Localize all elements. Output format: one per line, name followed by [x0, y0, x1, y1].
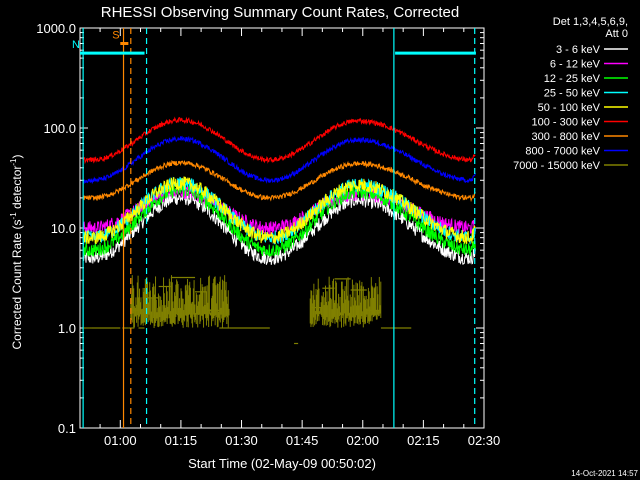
- legend-header: Att 0: [605, 28, 628, 40]
- y-axis-label-sup2: -1: [9, 158, 18, 166]
- marker-label: N: [72, 39, 80, 51]
- y-axis-label: Corrected Count Rate (s-1 detector-1): [9, 154, 24, 349]
- legend-item-label: 300 - 800 keV: [532, 131, 601, 143]
- legend-item-label: 800 - 7000 keV: [525, 146, 600, 158]
- series-line: [82, 135, 476, 185]
- y-axis-label-part1: Corrected Count Rate (s: [10, 219, 24, 349]
- legend-item-label: 6 - 12 keV: [550, 59, 601, 71]
- y-tick-label: 0.1: [58, 421, 76, 436]
- footer-date: 14-Oct-2021 14:57: [571, 469, 638, 478]
- y-tick-label: 1.0: [58, 321, 76, 336]
- y-tick-label: 1000.0: [36, 21, 76, 36]
- y-axis-label-end: ): [10, 154, 24, 158]
- series-line: [82, 176, 476, 245]
- x-tick-label: 01:00: [104, 433, 137, 448]
- chart-title: RHESSI Observing Summary Count Rates, Co…: [101, 4, 459, 21]
- series-line: [82, 183, 476, 258]
- x-tick-label: 02:15: [407, 433, 440, 448]
- series-line: [82, 160, 476, 203]
- legend-item-label: 25 - 50 keV: [544, 88, 601, 100]
- y-axis-label-sup1: -1: [9, 212, 18, 220]
- x-tick-label: 02:00: [346, 433, 379, 448]
- legend-item-label: 12 - 25 keV: [544, 73, 601, 85]
- y-axis-label-text: Corrected Count Rate (s-1 detector-1): [9, 154, 24, 349]
- x-axis-label: Start Time (02-May-09 00:50:02): [188, 456, 376, 471]
- legend-item-label: 7000 - 15000 keV: [513, 160, 601, 172]
- x-tick-label: 01:45: [286, 433, 319, 448]
- x-tick-label: 01:15: [165, 433, 198, 448]
- y-axis-label-part2: detector: [10, 166, 24, 213]
- legend: Det 1,3,4,5,6,9,Att 0 3 - 6 keV 6 - 12 keV…: [513, 16, 628, 172]
- legend-item-label: 100 - 300 keV: [532, 117, 601, 129]
- plot-area: 1000.0 100.0 10.0 1.0 0.1 01:00 01:15 01:30 01:4…: [36, 21, 500, 448]
- marker-label: S: [112, 29, 119, 41]
- y-tick-label: 100.0: [43, 121, 76, 136]
- legend-item-label: 50 - 100 keV: [538, 102, 601, 114]
- x-tick-label: 01:30: [225, 433, 258, 448]
- legend-item-label: 3 - 6 keV: [556, 44, 601, 56]
- legend-header: Det 1,3,4,5,6,9,: [553, 16, 628, 28]
- y-tick-label: 10.0: [51, 221, 76, 236]
- series-line: [82, 116, 476, 165]
- x-tick-label: 02:30: [468, 433, 501, 448]
